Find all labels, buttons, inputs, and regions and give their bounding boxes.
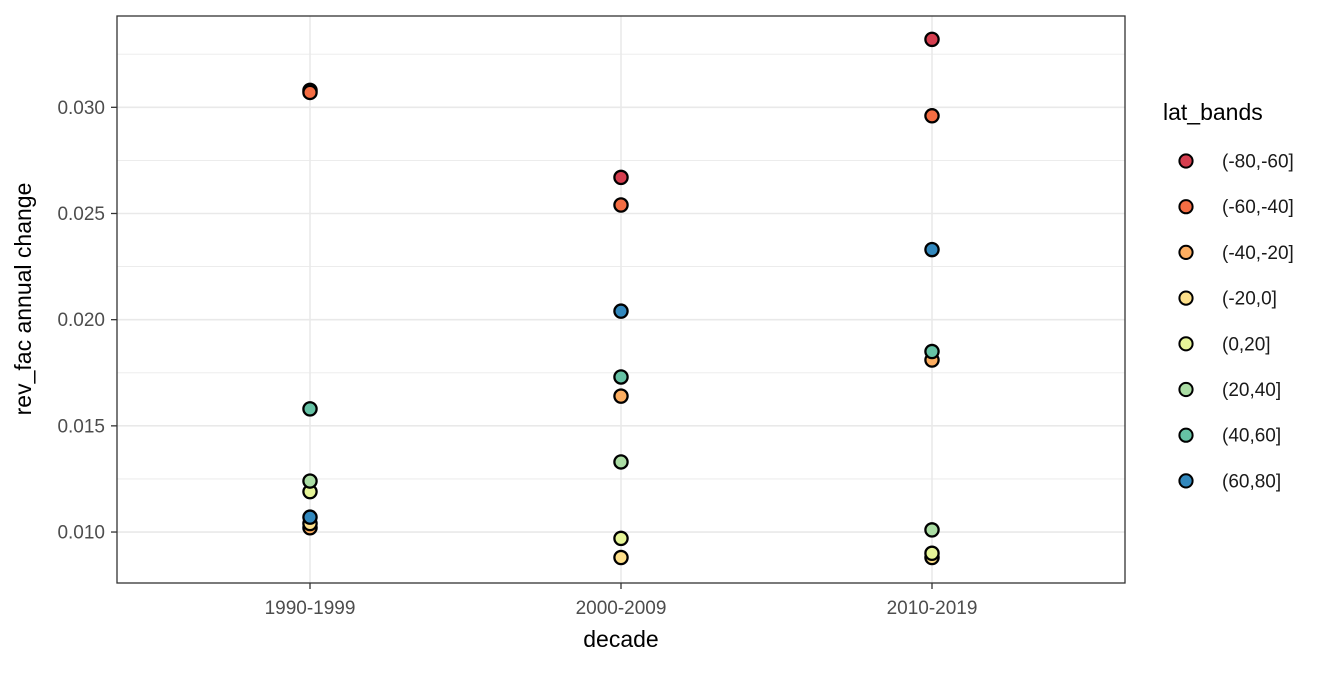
data-point: [613, 454, 629, 470]
y-tick-label: 0.020: [57, 310, 105, 331]
legend-items: (-80,-60] (-60,-40] (-40,-20] (-20,0] (0,20]…: [1178, 152, 1294, 492]
axis-ticks-layer: [111, 106, 933, 589]
legend-key-swatch: [1178, 244, 1194, 260]
legend: lat_bands (-80,-60] (-60,-40] (-40,-20] (-2…: [1163, 99, 1294, 492]
x-tick-label: 1990-1999: [265, 598, 356, 619]
legend-item-label: (-80,-60]: [1222, 152, 1294, 173]
legend-key-swatch: [1178, 153, 1194, 169]
data-point: [613, 549, 629, 566]
points-layer: [302, 31, 940, 566]
data-point: [613, 530, 629, 547]
legend-key-swatch: [1178, 473, 1194, 489]
y-axis-title: rev_fac annual change: [10, 183, 36, 416]
axis-labels-layer: 0.030 0.025 0.020 0.015 0.010 1990-1999 2000-2…: [57, 98, 977, 619]
y-tick-label: 0.015: [57, 416, 105, 437]
data-point: [302, 509, 318, 525]
legend-key-swatch: [1178, 427, 1194, 443]
legend-title: lat_bands: [1163, 99, 1263, 125]
legend-item-label: (20,40]: [1222, 380, 1281, 401]
data-point: [302, 473, 318, 489]
data-point: [613, 388, 629, 404]
data-point: [613, 369, 629, 385]
legend-item-label: (-60,-40]: [1222, 197, 1294, 218]
y-tick-label: 0.025: [57, 204, 105, 225]
legend-key-swatch: [1178, 381, 1194, 398]
data-point: [924, 31, 940, 48]
data-point: [924, 343, 940, 360]
data-point: [924, 522, 940, 538]
data-point: [924, 108, 940, 124]
legend-key-swatch: [1178, 199, 1194, 215]
x-tick-label: 2010-2019: [887, 598, 978, 619]
gridlines-layer: [117, 16, 1125, 583]
data-point: [613, 197, 629, 213]
legend-item-label: (-20,0]: [1222, 289, 1277, 310]
data-point: [613, 303, 629, 319]
data-point: [613, 169, 629, 186]
x-tick-label: 2000-2009: [576, 598, 667, 619]
legend-item-label: (0,20]: [1222, 334, 1271, 355]
x-axis-title: decade: [583, 626, 658, 652]
data-point: [302, 401, 318, 417]
legend-item-label: (40,60]: [1222, 426, 1281, 447]
legend-item-label: (60,80]: [1222, 471, 1281, 492]
legend-item-label: (-40,-20]: [1222, 243, 1294, 264]
y-tick-label: 0.010: [57, 523, 105, 544]
data-point: [924, 545, 940, 562]
legend-key-swatch: [1178, 336, 1194, 352]
legend-key-swatch: [1178, 290, 1194, 306]
data-point: [302, 84, 318, 101]
data-point: [924, 241, 940, 258]
y-tick-label: 0.030: [57, 98, 105, 119]
